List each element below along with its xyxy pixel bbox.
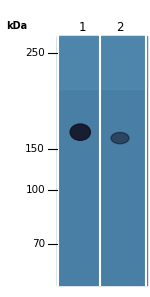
Text: kDa: kDa [6,21,27,31]
Bar [57,36,147,285]
Text: 70: 70 [32,238,45,249]
Text: 150: 150 [25,143,45,154]
Ellipse shape [70,124,90,140]
Text: 1: 1 [79,21,86,34]
Ellipse shape [111,132,129,144]
Bar [57,36,147,89]
Text: 100: 100 [25,185,45,195]
Text: 2: 2 [116,21,124,34]
Text: 250: 250 [25,48,45,59]
